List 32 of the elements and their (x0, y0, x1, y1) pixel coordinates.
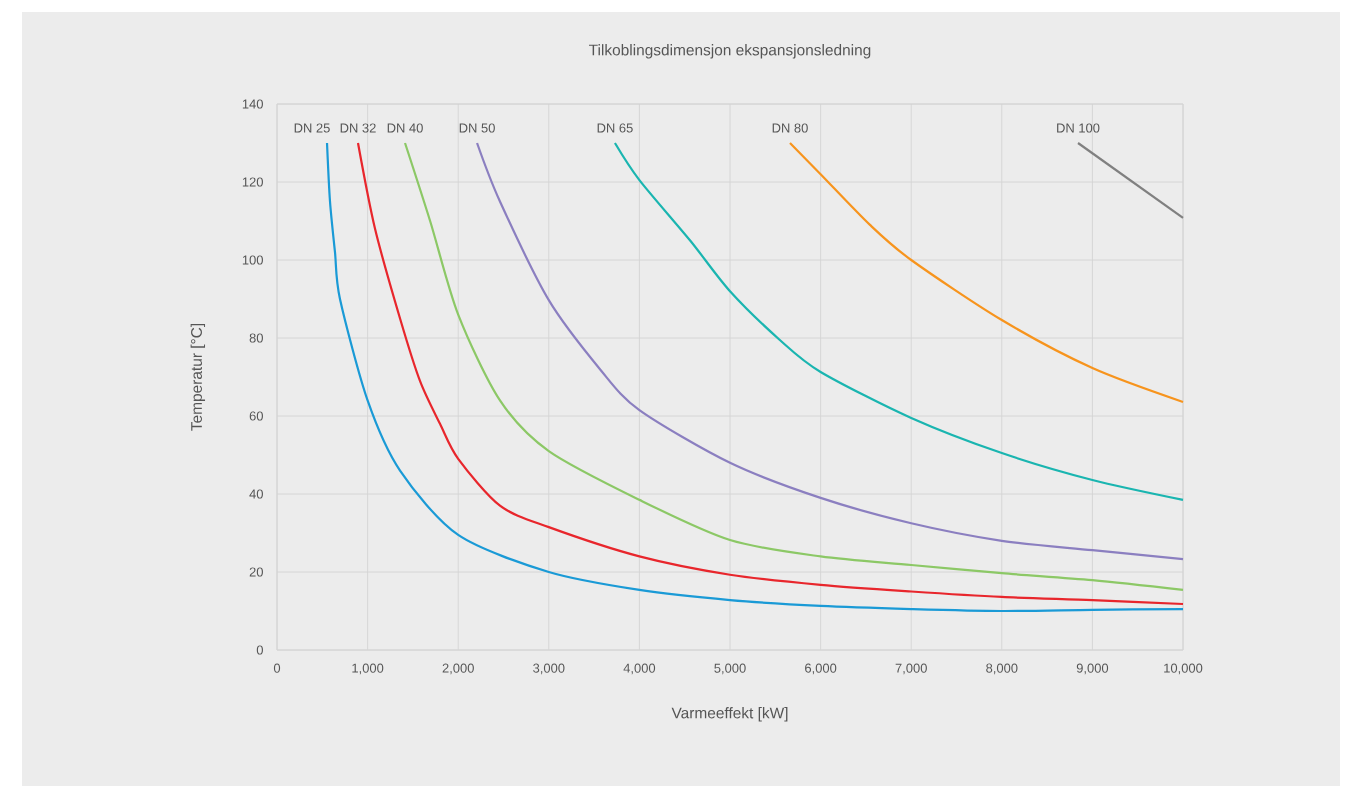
x-tick-label: 7,000 (895, 663, 927, 675)
y-axis-title: Temperatur [°C] (190, 323, 206, 431)
y-tick-label: 120 (242, 177, 263, 187)
y-tick-label: 60 (249, 411, 263, 421)
line-series (475, 141, 1185, 561)
x-tick-label: 8,000 (986, 663, 1018, 675)
y-tick-label: 40 (249, 489, 263, 499)
x-axis-title: Varmeeffekt [kW] (671, 707, 788, 722)
x-tick-label: 5,000 (714, 663, 746, 675)
series-label: DN 50 (459, 123, 495, 133)
series-label: DN 80 (772, 123, 808, 133)
x-tick-label: 3,000 (533, 663, 565, 675)
x-tick-label: 10,000 (1164, 663, 1203, 675)
x-tick-label: 9,000 (1076, 663, 1109, 675)
y-tick-label: 20 (249, 567, 263, 577)
series-label: DN 40 (387, 123, 423, 133)
x-tick-label: 4,000 (623, 663, 656, 675)
line-series (788, 141, 1185, 404)
series-label: DN 100 (1057, 123, 1100, 133)
line-series (613, 141, 1185, 501)
chart-title: Tilkoblingsdimensjon ekspansjonsledning (589, 44, 871, 59)
x-tick-label: 0 (273, 663, 281, 673)
x-tick-label: 1,000 (352, 663, 384, 675)
series-label: DN 32 (340, 123, 376, 133)
y-tick-label: 80 (249, 333, 263, 343)
x-tick-label: 2,000 (442, 663, 474, 675)
series-label: DN 25 (294, 123, 330, 133)
y-tick-label: 100 (242, 255, 263, 265)
series-label: DN 65 (597, 123, 633, 133)
x-tick-label: 6,000 (805, 663, 837, 675)
y-tick-label: 140 (242, 99, 263, 109)
y-tick-label: 0 (256, 645, 263, 655)
